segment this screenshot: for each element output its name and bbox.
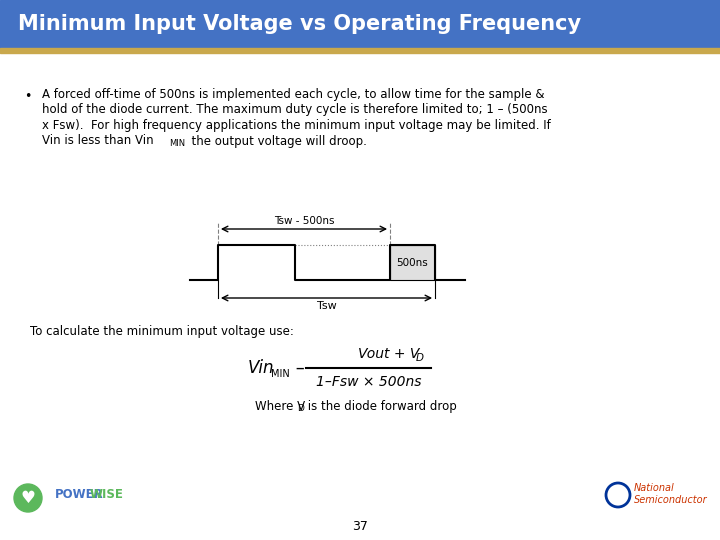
Text: To calculate the minimum input voltage use:: To calculate the minimum input voltage u… [30,325,294,338]
Text: –: – [290,359,305,377]
Text: Where V: Where V [255,400,305,413]
Text: ♥: ♥ [21,489,35,507]
Bar [390,245,435,280]
Text: Tsw - 500ns: Tsw - 500ns [274,216,334,226]
Text: 1–Fsw × 500ns: 1–Fsw × 500ns [316,375,421,389]
Circle shape [14,484,42,512]
Text: Vin is less than Vin: Vin is less than Vin [42,134,153,147]
Text: the output voltage will droop.: the output voltage will droop. [184,134,367,147]
Text: is the diode forward drop: is the diode forward drop [304,400,456,413]
Text: Tsw: Tsw [317,301,336,311]
Text: •: • [24,90,32,103]
Bar [0,0,720,48]
Text: 500ns: 500ns [397,258,428,267]
Text: National
Semiconductor: National Semiconductor [634,483,708,505]
Text: Vout + V: Vout + V [359,347,420,361]
Text: WISE: WISE [90,488,124,501]
Text: A forced off-time of 500ns is implemented each cycle, to allow time for the samp: A forced off-time of 500ns is implemente… [42,88,544,101]
Text: D: D [415,353,423,363]
Text: Vin: Vin [248,359,274,377]
Text: POWER: POWER [55,488,104,501]
Text: D: D [297,404,304,413]
Text: hold of the diode current. The maximum duty cycle is therefore limited to; 1 – (: hold of the diode current. The maximum d… [42,104,548,117]
Text: 37: 37 [352,521,368,534]
Text: MIN: MIN [271,369,289,379]
Text: Minimum Input Voltage vs Operating Frequency: Minimum Input Voltage vs Operating Frequ… [18,14,581,34]
Text: MIN: MIN [169,138,185,147]
Bar [0,48,720,53]
Text: x Fsw).  For high frequency applications the minimum input voltage may be limite: x Fsw). For high frequency applications … [42,119,551,132]
